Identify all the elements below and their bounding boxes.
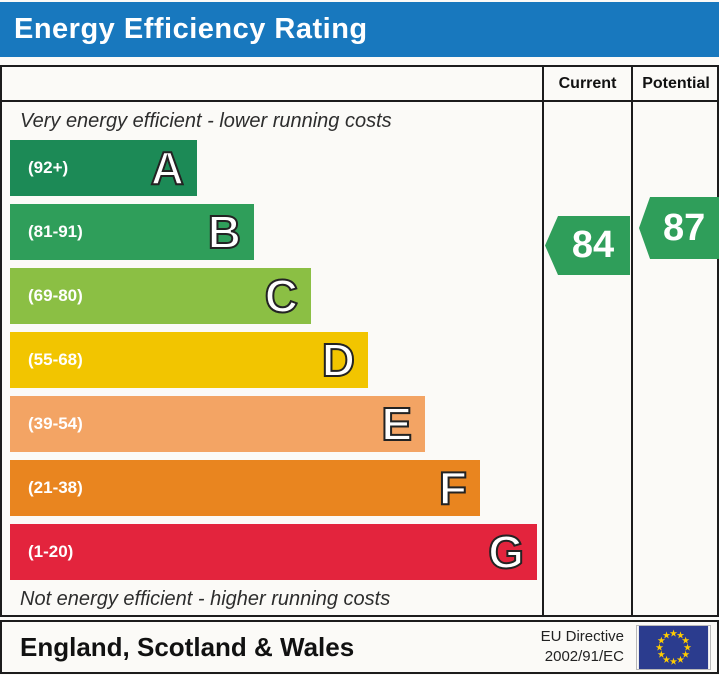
band-b: (81-91) B — [10, 204, 254, 260]
eu-flag-icon — [636, 625, 711, 670]
eu-directive-label: EU Directive 2002/91/EC — [541, 627, 624, 667]
column-divider-current — [542, 67, 544, 615]
potential-rating-arrow: 87 — [639, 197, 719, 259]
title-bar: Energy Efficiency Rating — [0, 2, 719, 57]
region-label: England, Scotland & Wales — [20, 632, 355, 662]
band-f-letter: F — [438, 461, 468, 515]
band-e: (39-54) E — [10, 396, 425, 452]
potential-column-header: Potential — [642, 75, 710, 92]
column-divider-potential — [631, 67, 633, 615]
eu-directive-line2: 2002/91/EC — [544, 648, 624, 665]
bottom-caption: Not energy efficient - higher running co… — [20, 588, 391, 610]
current-rating-arrow: 84 — [545, 216, 630, 275]
potential-rating-value: 87 — [663, 206, 706, 249]
band-b-range: (81-91) — [28, 222, 83, 241]
band-a-letter: A — [150, 141, 185, 195]
band-c-letter: C — [264, 269, 299, 323]
band-g: (1-20) G — [10, 524, 537, 580]
footer-bar: England, Scotland & Wales EU Directive 2… — [0, 620, 719, 674]
current-rating-value: 84 — [571, 224, 615, 266]
rating-table: Current Potential Very energy efficient … — [0, 65, 719, 617]
band-e-letter: E — [380, 397, 413, 451]
band-a: (92+) A — [10, 140, 197, 196]
band-c: (69-80) C — [10, 268, 311, 324]
table-header-row: Current Potential — [2, 67, 717, 102]
band-f: (21-38) F — [10, 460, 480, 516]
band-e-range: (39-54) — [28, 414, 83, 433]
band-d-letter: D — [321, 333, 356, 387]
band-g-letter: G — [487, 525, 525, 579]
page-title: Energy Efficiency Rating — [14, 13, 368, 45]
band-c-range: (69-80) — [28, 286, 83, 305]
band-d-range: (55-68) — [28, 350, 83, 369]
band-d: (55-68) D — [10, 332, 368, 388]
eu-directive-line1: EU Directive — [540, 628, 624, 645]
top-caption: Very energy efficient - lower running co… — [20, 110, 392, 132]
band-g-range: (1-20) — [28, 542, 74, 561]
band-a-range: (92+) — [28, 158, 69, 177]
band-b-letter: B — [207, 205, 242, 259]
current-column-header: Current — [558, 75, 617, 92]
band-f-range: (21-38) — [28, 478, 83, 497]
